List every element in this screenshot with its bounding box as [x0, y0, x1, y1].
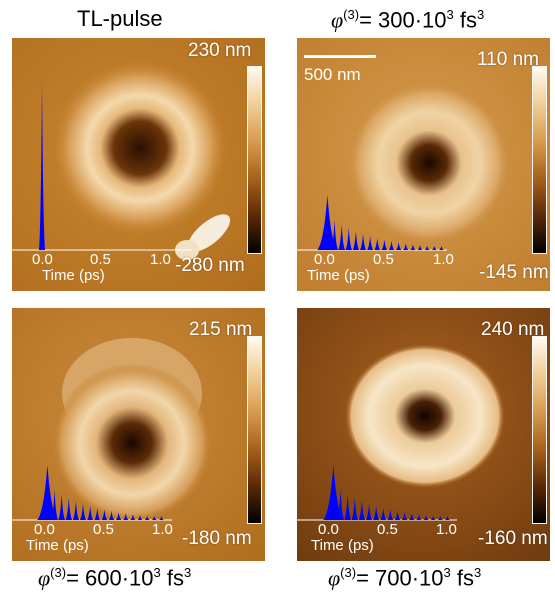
pulse-inset: 0.0 0.5 1.0 Time (ps) [12, 38, 265, 291]
afm-panel-phi-700: 240 nm -160 nm 0.0 0.5 1.0 Time (ps) [297, 308, 550, 561]
pulse-inset-svg [297, 465, 457, 521]
pulse-side-lobe [51, 490, 59, 520]
pulse-inset-svg [12, 80, 192, 251]
pulse-side-lobe [338, 224, 346, 250]
pulse-side-lobe [367, 235, 374, 250]
pulse-side-lobe [115, 512, 122, 520]
inset-xlabel: Time (ps) [26, 537, 89, 554]
pulse-side-lobe [101, 509, 108, 520]
pulse-side-lobe [359, 233, 367, 250]
pulse-main-lobe [37, 465, 58, 520]
pulse-side-lobe [373, 505, 380, 520]
pulse-side-lobe [137, 515, 143, 520]
pulse-side-lobe [437, 516, 443, 520]
inset-tick-0: 0.0 [34, 521, 55, 538]
pulse-side-lobe [123, 513, 129, 520]
inset-xlabel: Time (ps) [311, 537, 374, 554]
pulse-side-lobe [344, 494, 352, 520]
pulse-side-lobe [331, 220, 339, 250]
colorbar-max-label: 110 nm [477, 49, 539, 70]
pulse-side-lobe [87, 505, 94, 520]
pulse-side-lobe [65, 497, 73, 520]
inset-tick-1: 1.0 [152, 521, 173, 538]
colorbar [247, 66, 262, 254]
pulse-side-lobe [381, 239, 388, 250]
pulse-side-lobe [151, 516, 157, 520]
pulse-side-lobe [79, 503, 87, 520]
pulse-side-lobe [430, 515, 436, 520]
colorbar-min-label: -280 nm [175, 255, 245, 276]
pulse-side-lobe [423, 515, 429, 520]
pulse-main-lobe [317, 195, 338, 250]
pulse-side-lobe [380, 507, 387, 520]
inset-tick-05: 0.5 [93, 521, 114, 538]
pulse-side-lobe [108, 511, 115, 520]
pulse-side-lobe [424, 245, 430, 250]
pulse-side-lobe [410, 244, 416, 250]
pulse-side-lobe [72, 500, 80, 520]
pulse-side-lobe [416, 514, 422, 520]
pulse-inset: 0.0 0.5 1.0 Time (ps) [297, 38, 550, 291]
title-phi-300: φ(3)= 300·103 fs3 [331, 7, 485, 33]
afm-panel-phi-300: 500 nm 110 nm -145 nm 0.0 0.5 1.0 Time (… [297, 38, 550, 291]
pulse-side-lobe [351, 497, 359, 520]
afm-panel-phi-600: 215 nm -180 nm 0.0 0.5 1.0 Time (ps) [12, 308, 265, 561]
pulse-side-lobe [374, 237, 381, 250]
pulse-side-lobe [431, 246, 437, 250]
colorbar [532, 66, 547, 254]
scale-bar [304, 55, 376, 58]
inset-tick-05: 0.5 [373, 251, 394, 268]
inset-tick-1: 1.0 [436, 521, 457, 538]
afm-image [12, 38, 265, 291]
pulse-side-lobe [130, 514, 136, 520]
pulse-side-lobe [58, 494, 66, 520]
inset-xlabel: Time (ps) [42, 267, 105, 284]
pulse-side-lobe [388, 241, 395, 250]
inset-tick-05: 0.5 [377, 521, 398, 538]
pulse-side-lobe [409, 513, 415, 520]
afm-panel-tl-pulse: 230 nm -280 nm 0.0 0.5 1.0 Time (ps) [12, 38, 265, 291]
pulse-inset: 0.0 0.5 1.0 Time (ps) [297, 308, 550, 561]
pulse-side-lobe [337, 490, 345, 520]
pulse-inset-svg [12, 465, 172, 521]
colorbar-max-label: 215 nm [189, 319, 253, 340]
pulse-side-lobe [345, 227, 353, 250]
colorbar-max-label: 240 nm [481, 319, 545, 340]
scale-bar-label: 500 nm [304, 65, 361, 84]
pulse-side-lobe [94, 507, 101, 520]
pulse-side-lobe [358, 500, 366, 520]
pulse-side-lobe [401, 512, 408, 520]
pulse-peak [39, 80, 45, 250]
pulse-side-lobe [352, 230, 360, 250]
pulse-inset-svg [297, 195, 447, 251]
pulse-side-lobe [387, 509, 394, 520]
inset-tick-0: 0.0 [318, 521, 339, 538]
inset-tick-0: 0.0 [314, 251, 335, 268]
pulse-side-lobe [159, 516, 164, 520]
pulse-side-lobe [439, 246, 444, 250]
pulse-side-lobe [394, 511, 401, 520]
title-tl-pulse: TL-pulse [77, 6, 163, 31]
inset-tick-1: 1.0 [150, 251, 171, 268]
pulse-inset: 0.0 0.5 1.0 Time (ps) [12, 308, 265, 561]
pulse-side-lobe [365, 503, 373, 520]
colorbar [532, 336, 547, 524]
inset-xlabel: Time (ps) [307, 267, 370, 284]
colorbar [247, 336, 262, 524]
pulse-side-lobe [144, 515, 150, 520]
inset-tick-05: 0.5 [90, 251, 111, 268]
colorbar-max-label: 230 nm [188, 40, 252, 61]
inset-tick-0: 0.0 [32, 251, 53, 268]
pulse-main-lobe [323, 465, 344, 520]
pulse-side-lobe [395, 242, 402, 250]
colorbar-min-label: -145 nm [479, 262, 549, 283]
pulse-side-lobe [403, 243, 409, 250]
colorbar-min-label: -160 nm [478, 528, 548, 549]
title-phi-600: φ(3)= 600·103 fs3 [38, 565, 192, 591]
colorbar-min-label: -180 nm [182, 528, 252, 549]
pulse-side-lobe [445, 516, 450, 520]
title-phi-700: φ(3)= 700·103 fs3 [328, 565, 482, 591]
pulse-side-lobe [417, 245, 423, 250]
inset-tick-1: 1.0 [433, 251, 454, 268]
